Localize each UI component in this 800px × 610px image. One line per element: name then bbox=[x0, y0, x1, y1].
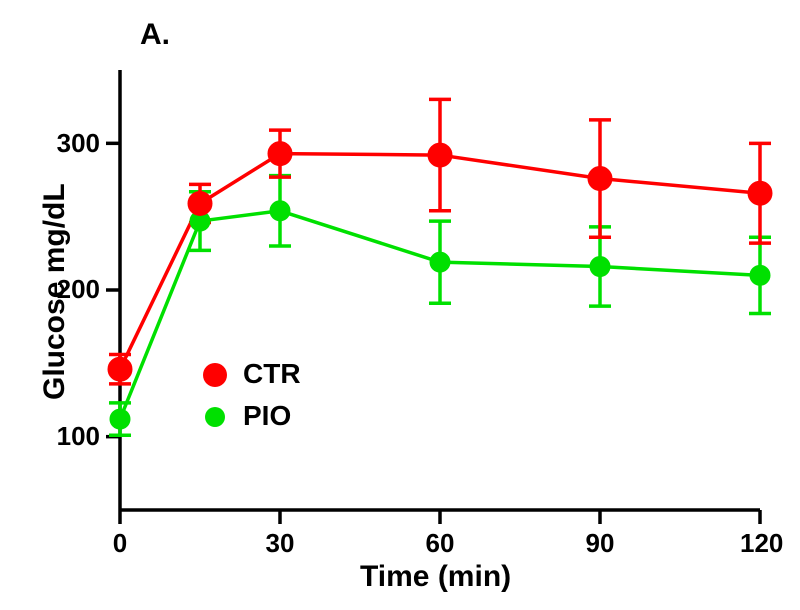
series-marker-pio bbox=[110, 409, 130, 429]
glucose-time-chart: A. Glucose mg/dL Time (min) 030609012010… bbox=[0, 0, 800, 610]
chart-svg bbox=[0, 0, 800, 610]
legend-label-ctr: CTR bbox=[243, 358, 301, 390]
series-marker-ctr bbox=[108, 357, 132, 381]
x-tick-label: 30 bbox=[260, 528, 300, 559]
y-tick-label: 200 bbox=[57, 274, 100, 305]
y-tick-label: 100 bbox=[57, 421, 100, 452]
series-marker-ctr bbox=[268, 142, 292, 166]
legend-marker-pio bbox=[205, 407, 225, 427]
series-marker-ctr bbox=[588, 167, 612, 191]
x-tick-label: 0 bbox=[100, 528, 140, 559]
series-marker-pio bbox=[750, 265, 770, 285]
y-tick-label: 300 bbox=[57, 128, 100, 159]
x-tick-label: 120 bbox=[740, 528, 780, 559]
series-marker-pio bbox=[270, 201, 290, 221]
series-marker-ctr bbox=[428, 143, 452, 167]
legend-marker-ctr bbox=[203, 363, 227, 387]
legend-label-pio: PIO bbox=[243, 400, 291, 432]
series-marker-ctr bbox=[748, 181, 772, 205]
series-marker-pio bbox=[590, 257, 610, 277]
series-marker-pio bbox=[430, 252, 450, 272]
x-tick-label: 90 bbox=[580, 528, 620, 559]
series-marker-ctr bbox=[188, 191, 212, 215]
x-tick-label: 60 bbox=[420, 528, 460, 559]
